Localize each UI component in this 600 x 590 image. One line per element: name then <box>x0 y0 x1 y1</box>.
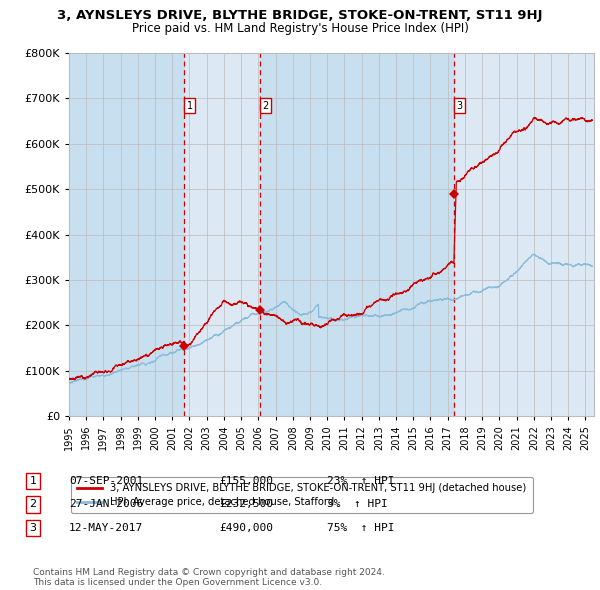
Text: 2: 2 <box>262 101 268 111</box>
Text: £490,000: £490,000 <box>219 523 273 533</box>
Text: 3%  ↑ HPI: 3% ↑ HPI <box>327 500 388 509</box>
Legend: 3, AYNSLEYS DRIVE, BLYTHE BRIDGE, STOKE-ON-TRENT, ST11 9HJ (detached house), HPI: 3, AYNSLEYS DRIVE, BLYTHE BRIDGE, STOKE-… <box>71 477 533 513</box>
Text: 12-MAY-2017: 12-MAY-2017 <box>69 523 143 533</box>
Text: 27-JAN-2006: 27-JAN-2006 <box>69 500 143 509</box>
Bar <box>260 53 454 416</box>
Text: 2: 2 <box>29 500 37 509</box>
Text: 3: 3 <box>29 523 37 533</box>
Text: 3: 3 <box>457 101 463 111</box>
Text: 07-SEP-2001: 07-SEP-2001 <box>69 476 143 486</box>
Text: 75%  ↑ HPI: 75% ↑ HPI <box>327 523 395 533</box>
Text: £155,000: £155,000 <box>219 476 273 486</box>
Bar <box>69 53 184 416</box>
Text: Price paid vs. HM Land Registry's House Price Index (HPI): Price paid vs. HM Land Registry's House … <box>131 22 469 35</box>
Text: Contains HM Land Registry data © Crown copyright and database right 2024.
This d: Contains HM Land Registry data © Crown c… <box>33 568 385 587</box>
Text: 1: 1 <box>187 101 193 111</box>
Text: 23%  ↑ HPI: 23% ↑ HPI <box>327 476 395 486</box>
Text: 1: 1 <box>29 476 37 486</box>
Text: £232,500: £232,500 <box>219 500 273 509</box>
Text: 3, AYNSLEYS DRIVE, BLYTHE BRIDGE, STOKE-ON-TRENT, ST11 9HJ: 3, AYNSLEYS DRIVE, BLYTHE BRIDGE, STOKE-… <box>57 9 543 22</box>
